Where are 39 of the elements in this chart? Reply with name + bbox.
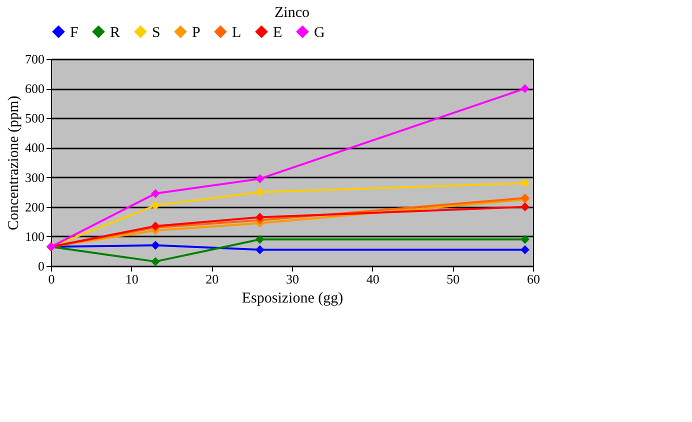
x-tick-label: 30 (286, 272, 299, 286)
legend-label: F (70, 24, 78, 41)
point (520, 202, 530, 212)
y-tick-label: 100 (25, 228, 44, 244)
point (255, 234, 264, 244)
point (150, 257, 160, 266)
x-tick-label: 0 (48, 272, 55, 286)
y-tick-label: 700 (25, 52, 44, 66)
point (520, 84, 530, 94)
point (150, 189, 160, 198)
y-tick-label: 200 (25, 199, 44, 214)
point (255, 245, 264, 254)
x-axis-title: Esposizione (gg) (242, 290, 344, 306)
legend-label: P (192, 24, 200, 41)
point (520, 245, 530, 254)
point (150, 240, 160, 250)
point (255, 174, 264, 184)
y-tick-label: 0 (38, 258, 44, 274)
x-tick-label: 60 (527, 272, 540, 286)
y-tick-label: 300 (25, 170, 44, 185)
y-tick-label: 500 (25, 110, 44, 126)
chart-title: Zinco (274, 5, 310, 21)
point (255, 212, 264, 222)
legend-label: R (110, 24, 120, 41)
x-tick-label: 40 (366, 272, 380, 286)
point (520, 234, 530, 244)
point (150, 200, 160, 210)
x-tick-label: 20 (206, 272, 219, 286)
legend-label: S (152, 24, 160, 41)
y-tick-label: 600 (25, 81, 44, 96)
legend-label: L (232, 24, 242, 41)
legend-label: E (273, 24, 282, 41)
point (255, 188, 264, 197)
x-tick-label: 10 (125, 272, 138, 286)
legend-label: G (314, 24, 325, 41)
point (520, 178, 530, 188)
x-tick-label: 50 (446, 272, 460, 286)
y-tick-label: 400 (25, 140, 44, 156)
y-axis-title: Concentrazione (ppm) (6, 96, 22, 230)
